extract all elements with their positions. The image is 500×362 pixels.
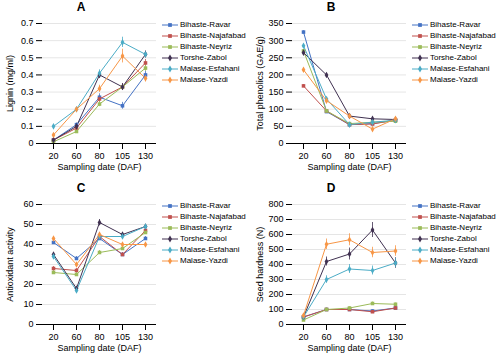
svg-text:400: 400 [268,259,283,269]
svg-text:60: 60 [23,199,33,209]
svg-text:300: 300 [268,274,283,284]
svg-text:50: 50 [23,219,33,229]
html-text:Bihaste-Najafabad: Bihaste-Najafabad [180,212,246,221]
html-text:Malase-Yazdi: Malase-Yazdi [430,256,478,265]
svg-text:105: 105 [115,332,130,342]
html-text:Malase-Esfahani: Malase-Esfahani [430,245,490,254]
html-text:Torshe-Zabol: Torshe-Zabol [180,234,227,243]
html-text:Bihaste-Neyriz: Bihaste-Neyriz [180,223,232,232]
svg-text:105: 105 [365,151,380,161]
svg-text:0.7: 0.7 [21,18,34,28]
html-text:Torshe-Zabol: Torshe-Zabol [430,234,477,243]
svg-text:0.6: 0.6 [21,36,34,46]
svg-text:20: 20 [48,332,58,342]
svg-text:20: 20 [48,151,58,161]
svg-text:20: 20 [23,279,33,289]
html-text:Malase-Yazdi: Malase-Yazdi [180,75,228,84]
html-text:Torshe-Zabol: Torshe-Zabol [430,53,477,62]
svg-text:50: 50 [273,121,283,131]
html-text:Bihaste-Ravar: Bihaste-Ravar [430,201,481,210]
svg-text:80: 80 [344,151,354,161]
svg-text:0: 0 [28,138,33,148]
svg-text:60: 60 [321,332,331,342]
html-text:Bihaste-Neyriz: Bihaste-Neyriz [430,223,482,232]
svg-text:Sampling date (DAF): Sampling date (DAF) [307,343,391,353]
svg-text:130: 130 [388,151,403,161]
html-text:A: A [76,0,86,14]
svg-text:130: 130 [388,332,403,342]
html-text:Bihaste-Najafabad: Bihaste-Najafabad [430,212,496,221]
svg-text:80: 80 [94,151,104,161]
svg-text:150: 150 [268,87,283,97]
svg-text:500: 500 [268,244,283,254]
svg-text:0.2: 0.2 [21,104,34,114]
svg-text:130: 130 [138,151,153,161]
svg-text:Sampling date (DAF): Sampling date (DAF) [57,162,141,172]
html-text:Torshe-Zabol: Torshe-Zabol [180,53,227,62]
svg-text:60: 60 [71,332,81,342]
svg-text:Seed hardness (N): Seed hardness (N) [255,227,265,303]
svg-text:30: 30 [23,259,33,269]
html-text:Malase-Esfahani: Malase-Esfahani [180,64,240,73]
html-text:Bihaste-Najafabad: Bihaste-Najafabad [430,31,496,40]
svg-text:700: 700 [268,214,283,224]
svg-text:100: 100 [268,304,283,314]
svg-text:0.1: 0.1 [21,121,34,131]
svg-text:Antioxidant activity: Antioxidant activity [5,227,15,302]
svg-text:300: 300 [268,36,283,46]
svg-text:350: 350 [268,18,283,28]
svg-text:600: 600 [268,229,283,239]
html-text:Bihaste-Ravar: Bihaste-Ravar [430,20,481,29]
html-text:Bihaste-Neyriz: Bihaste-Neyriz [180,42,232,51]
svg-text:Sampling date (DAF): Sampling date (DAF) [57,343,141,353]
svg-text:105: 105 [365,332,380,342]
html-text:C: C [76,181,86,195]
html-text:Bihaste-Ravar: Bihaste-Ravar [180,20,231,29]
svg-text:250: 250 [268,53,283,63]
svg-text:Total phenolics (GAE/g): Total phenolics (GAE/g) [255,36,265,131]
html-text:Bihaste-Najafabad: Bihaste-Najafabad [180,31,246,40]
svg-text:Lignin (mg/ml): Lignin (mg/ml) [5,55,15,112]
html-text:Malase-Yazdi: Malase-Yazdi [430,75,478,84]
html-text:Bihaste-Neyriz: Bihaste-Neyriz [430,42,482,51]
html-text:D: D [326,181,336,195]
html-text:Malase-Yazdi: Malase-Yazdi [180,256,228,265]
svg-text:Sampling date (DAF): Sampling date (DAF) [307,162,391,172]
svg-text:0: 0 [28,319,33,329]
svg-text:100: 100 [268,104,283,114]
svg-text:0.3: 0.3 [21,87,34,97]
svg-text:80: 80 [94,332,104,342]
svg-text:0.4: 0.4 [21,70,34,80]
svg-text:0: 0 [278,319,283,329]
html-text:B: B [326,0,336,14]
svg-text:130: 130 [138,332,153,342]
svg-text:200: 200 [268,289,283,299]
svg-text:40: 40 [23,239,33,249]
svg-text:20: 20 [298,332,308,342]
svg-text:10: 10 [23,299,33,309]
svg-text:60: 60 [321,151,331,161]
html-text:Malase-Esfahani: Malase-Esfahani [180,245,240,254]
html-text:Bihaste-Ravar: Bihaste-Ravar [180,201,231,210]
svg-text:60: 60 [71,151,81,161]
html-text:Malase-Esfahani: Malase-Esfahani [430,64,490,73]
svg-text:20: 20 [298,151,308,161]
svg-text:105: 105 [115,151,130,161]
svg-text:200: 200 [268,70,283,80]
svg-text:80: 80 [344,332,354,342]
svg-text:0: 0 [278,138,283,148]
svg-text:800: 800 [268,199,283,209]
svg-text:0.5: 0.5 [21,53,34,63]
